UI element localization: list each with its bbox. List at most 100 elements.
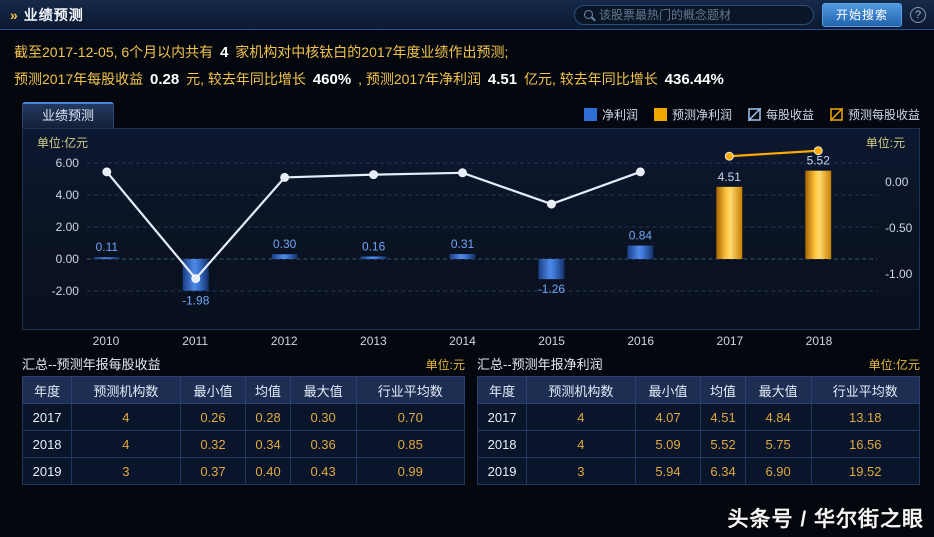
title-wrap: » 业绩预测 (10, 5, 84, 25)
x-axis-label-2011: 2011 (182, 334, 209, 348)
table-header-row: 年度 预测机构数 最小值 均值 最大值 行业平均数 (21, 376, 465, 404)
forecast-tables: 年度 预测机构数 最小值 均值 最大值 行业平均数 2017 4 0.26 0.28 0.30 0.7… (21, 376, 920, 485)
forecast-panel: 业绩预测 净利润 预测净利润 每股收益 预测每股收益 6.00 4.00 2.00 0.00… (22, 101, 920, 351)
legend-label: 预测每股收益 (847, 108, 920, 122)
value-cell: 6.90 (744, 457, 812, 485)
column-header: 最小值 (179, 376, 247, 404)
highlight-value: 436.44% (664, 71, 724, 88)
point-每股收益 (191, 274, 201, 284)
left-axis-tick: 4.00 (56, 188, 80, 202)
value-cell: 4 (71, 430, 181, 458)
text-segment: 元, 较去年同比增长 (182, 71, 310, 87)
x-axis-label-2018: 2018 (805, 334, 833, 348)
column-header: 最小值 (634, 376, 702, 404)
search-icon (583, 10, 593, 19)
eps-table-unit: 单位:元 (425, 358, 465, 372)
bar-净利润-2012 (271, 254, 298, 259)
point-预测每股收益 (724, 151, 734, 161)
value-cell: 0.30 (289, 403, 357, 431)
year-cell: 2017 (476, 403, 528, 431)
text-segment: 截至2017-12-05, 6个月以内共有 (14, 44, 218, 60)
summary-line-2: 预测2017年每股收益 0.28 元, 较去年同比增长 460% , 预测201… (14, 66, 924, 93)
right-axis-tick: -1.00 (885, 267, 913, 281)
chevron-right-icon: » (10, 6, 18, 23)
point-每股收益 (546, 199, 556, 209)
value-cell: 0.36 (289, 430, 357, 458)
year-cell: 2018 (476, 430, 528, 458)
value-cell: 16.56 (810, 430, 920, 458)
summary-block: 截至2017-12-05, 6个月以内共有 4 家机构对中核钛白的2017年度业… (0, 30, 934, 97)
value-cell: 4.84 (744, 403, 812, 431)
bar-value-label: -1.26 (538, 282, 566, 296)
chart-area: 6.00 4.00 2.00 0.00 -2.00 0.00 -0.50 -1.00 单位:亿元… (22, 128, 920, 330)
bar-value-label: 0.84 (629, 229, 653, 243)
legend-label: 净利润 (601, 108, 638, 122)
bar-净利润-2013 (360, 256, 387, 259)
eps-table-title: 汇总--预测年报每股收益 (22, 357, 161, 372)
forecast-chart: 6.00 4.00 2.00 0.00 -2.00 0.00 -0.50 -1.00 单位:亿元… (37, 135, 913, 308)
column-header: 行业平均数 (355, 376, 465, 404)
bar-value-label: 0.16 (362, 239, 386, 253)
search-button[interactable]: 开始搜索 (821, 2, 902, 27)
value-cell: 0.26 (179, 403, 247, 431)
column-header: 行业平均数 (810, 376, 920, 404)
table-header-row: 年度 预测机构数 最小值 均值 最大值 行业平均数 (476, 376, 920, 404)
page-title: 业绩预测 (23, 6, 84, 23)
value-cell: 4.51 (700, 403, 746, 431)
value-cell: 3 (71, 457, 181, 485)
x-axis-label-2017: 2017 (716, 334, 744, 348)
top-header: » 业绩预测 开始搜索 ? (0, 0, 934, 30)
bar-value-label: 0.31 (451, 237, 475, 251)
left-axis-tick: 0.00 (56, 252, 80, 266)
x-axis-label-2010: 2010 (92, 334, 120, 348)
bar-预测净利润-2018 (805, 170, 832, 259)
highlight-value: 460% (312, 71, 352, 88)
tab-performance-forecast[interactable]: 业绩预测 (22, 102, 115, 128)
search-box[interactable] (573, 4, 814, 25)
eps-forecast-table: 年度 预测机构数 最小值 均值 最大值 行业平均数 2017 4 0.26 0.28 0.30 0.7… (21, 376, 465, 485)
bar-value-label: -1.98 (182, 294, 210, 308)
value-cell: 0.34 (245, 430, 291, 458)
table-row: 2018 4 0.32 0.34 0.36 0.85 (21, 430, 465, 458)
legend-item-1[interactable]: 预测净利润 (653, 106, 732, 123)
left-axis-tick: 6.00 (56, 156, 80, 170)
value-cell: 0.28 (245, 403, 291, 431)
year-cell: 2019 (21, 457, 73, 485)
bar-净利润-2015 (538, 259, 565, 280)
legend-label: 每股收益 (765, 108, 814, 122)
right-axis-tick: -0.50 (885, 221, 913, 235)
point-每股收益 (458, 168, 468, 178)
panel-head: 业绩预测 净利润 预测净利润 每股收益 预测每股收益 (22, 101, 920, 128)
value-cell: 0.40 (245, 457, 291, 485)
bar-value-label: 4.51 (718, 170, 742, 184)
profit-table-unit: 单位:亿元 (868, 358, 920, 372)
right-axis-tick: 0.00 (885, 175, 909, 189)
legend-item-2[interactable]: 每股收益 (747, 106, 814, 123)
legend-item-0[interactable]: 净利润 (583, 106, 638, 123)
column-header: 年度 (476, 376, 528, 404)
column-header: 预测机构数 (71, 376, 181, 404)
legend-item-3[interactable]: 预测每股收益 (829, 106, 920, 123)
value-cell: 5.09 (634, 430, 702, 458)
section-titles: 汇总--预测年报每股收益 单位:元 汇总--预测年报净利润 单位:亿元 (22, 354, 920, 373)
legend-bar-swatch-icon (583, 108, 597, 121)
point-每股收益 (102, 167, 112, 177)
search-input[interactable] (598, 7, 804, 22)
highlight-value: 4 (220, 44, 229, 61)
point-每股收益 (369, 170, 379, 180)
legend-line-swatch-icon (829, 108, 843, 121)
year-cell: 2019 (476, 457, 528, 485)
x-axis-label-2016: 2016 (627, 334, 655, 348)
x-axis-label-2014: 2014 (449, 334, 476, 348)
column-header: 预测机构数 (526, 376, 636, 404)
chart-legend: 净利润 预测净利润 每股收益 预测每股收益 (583, 106, 920, 128)
text-segment: 预测2017年每股收益 (14, 71, 148, 87)
help-icon[interactable]: ? (910, 6, 926, 23)
legend-bar-swatch-icon (653, 108, 667, 121)
value-cell: 4 (526, 430, 636, 458)
right-axis-unit-label: 单位:元 (866, 135, 905, 150)
left-axis-tick: 2.00 (56, 220, 80, 234)
value-cell: 0.99 (355, 457, 465, 485)
value-cell: 4.07 (634, 403, 702, 431)
legend-line-swatch-icon (747, 108, 761, 121)
